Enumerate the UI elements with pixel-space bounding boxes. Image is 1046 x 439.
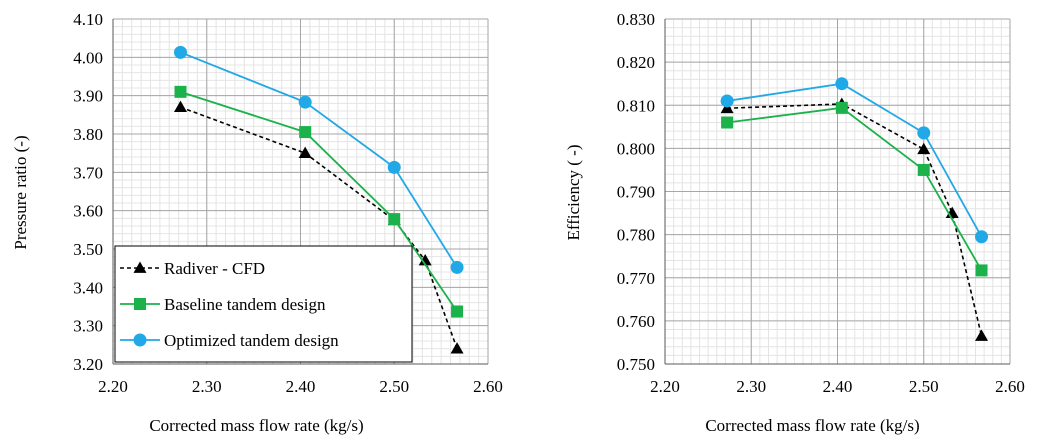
data-point: [298, 146, 312, 159]
y-tick-label: 0.760: [617, 312, 655, 331]
x-tick-label: 2.60: [473, 377, 503, 396]
x-tick-label: 2.20: [98, 377, 128, 396]
pressure-ratio-chart: 2.20 2.30 2.40 2.50 2.60 3.20 3.30 3.40 3.50 3.60…: [11, 10, 503, 435]
series-line: [180, 51, 458, 268]
data-point: [720, 94, 734, 108]
legend-item: Baseline tandem design: [120, 295, 326, 314]
data-point: [418, 254, 432, 266]
data-point: [174, 45, 187, 59]
series-line: [726, 82, 983, 238]
x-axis-title: Corrected mass flow rate (kg/s): [149, 416, 363, 435]
data-point: [835, 101, 848, 114]
x-tick-label: 2.50: [379, 377, 409, 396]
y-axis-title: Efficiency ( -): [564, 145, 583, 241]
y-tick-label: 0.820: [617, 53, 655, 72]
y-tick-label: 3.90: [73, 87, 103, 106]
legend-item: Radiver - CFD: [120, 259, 265, 278]
data-point: [975, 329, 989, 341]
series-line: [726, 106, 983, 271]
legend-item: Optimized tandem design: [120, 331, 339, 350]
y-tick-label: 0.790: [617, 183, 655, 202]
data-point: [835, 77, 849, 91]
data-point: [174, 100, 187, 113]
data-point: [298, 95, 312, 109]
data-point: [299, 126, 312, 139]
data-point: [387, 160, 401, 174]
legend-marker: [133, 333, 147, 347]
efficiency-chart: 2.20 2.30 2.40 2.50 2.60 0.750 0.760 0.770 0.780…: [564, 10, 1025, 435]
data-point: [450, 342, 464, 354]
data-point: [917, 142, 931, 155]
legend-label: Baseline tandem design: [164, 295, 326, 314]
x-tick-label: 2.30: [192, 377, 222, 396]
x-tick-label: 2.40: [286, 377, 316, 396]
data-point: [917, 126, 931, 140]
y-tick-label: 3.70: [73, 163, 103, 182]
series-circle: [174, 45, 464, 274]
legend-label: Radiver - CFD: [164, 259, 265, 278]
y-tick-label: 0.800: [617, 139, 655, 158]
y-tick-label: 4.00: [73, 48, 103, 67]
y-tick-label: 0.810: [617, 96, 655, 115]
y-tick-label: 0.830: [617, 10, 655, 29]
legend-label: Optimized tandem design: [164, 331, 339, 350]
series-square: [174, 85, 464, 318]
legend-marker: [133, 261, 147, 273]
data-point: [451, 305, 464, 318]
data-point: [720, 101, 734, 114]
data-point: [450, 260, 464, 274]
x-tick-label: 2.60: [995, 377, 1025, 396]
series-square: [721, 101, 988, 277]
data-point: [975, 230, 989, 244]
data-point: [721, 116, 734, 129]
x-tick-label: 2.20: [650, 377, 680, 396]
y-axis-title: Pressure ratio (-): [11, 135, 30, 249]
data-point: [388, 213, 401, 226]
legend-box: [114, 245, 413, 363]
y-tick-label: 3.30: [73, 317, 103, 336]
y-tick-label: 3.60: [73, 202, 103, 221]
data-point: [917, 163, 930, 176]
y-tick-label: 3.80: [73, 125, 103, 144]
y-tick-label: 4.10: [73, 10, 103, 29]
series-line: [180, 90, 458, 312]
x-tick-label: 2.40: [823, 377, 853, 396]
y-tick-label: 3.40: [73, 278, 103, 297]
y-tick-label: 3.50: [73, 240, 103, 259]
x-axis-title: Corrected mass flow rate (kg/s): [705, 416, 919, 435]
legend-marker: [134, 298, 146, 310]
series-circle: [720, 77, 989, 244]
y-tick-label: 0.750: [617, 355, 655, 374]
data-point: [975, 264, 988, 277]
x-tick-label: 2.50: [909, 377, 939, 396]
legend: Radiver - CFD Baseline tandem design Optim…: [114, 245, 413, 363]
y-tick-label: 0.780: [617, 226, 655, 245]
y-tick-label: 3.20: [73, 355, 103, 374]
x-tick-label: 2.30: [736, 377, 766, 396]
data-point: [174, 85, 187, 98]
y-tick-label: 0.770: [617, 269, 655, 288]
